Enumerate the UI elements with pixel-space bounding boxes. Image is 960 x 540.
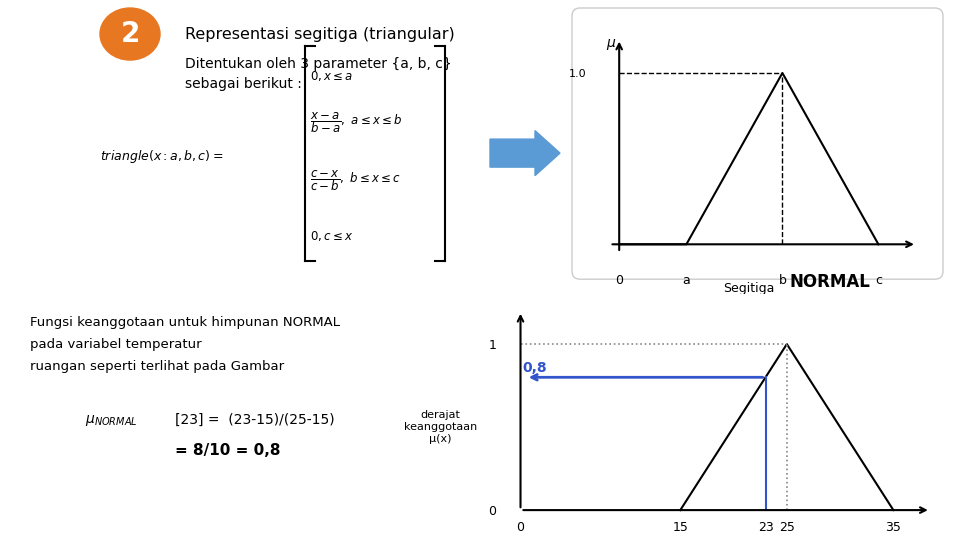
Text: sebagai berikut :: sebagai berikut :	[185, 77, 301, 91]
Text: Segitiga: Segitiga	[723, 282, 775, 295]
FancyArrow shape	[490, 131, 560, 176]
Text: $\mu$: $\mu$	[607, 37, 616, 52]
Text: $\mathit{triangle(x:a,b,c)=}$: $\mathit{triangle(x:a,b,c)=}$	[100, 147, 224, 165]
Text: [23] =  (23-15)/(25-15): [23] = (23-15)/(25-15)	[175, 413, 335, 427]
Text: ruangan seperti terlihat pada Gambar: ruangan seperti terlihat pada Gambar	[30, 360, 284, 373]
Text: $\mu_{NORMAL}$: $\mu_{NORMAL}$	[85, 413, 137, 428]
FancyBboxPatch shape	[572, 8, 943, 279]
Ellipse shape	[100, 8, 160, 60]
Text: $0, c \leq x$: $0, c \leq x$	[310, 229, 353, 243]
Text: Fungsi keanggotaan untuk himpunan NORMAL: Fungsi keanggotaan untuk himpunan NORMAL	[30, 316, 340, 329]
Text: $\dfrac{c-x}{c-b},\ b \leq x \leq c$: $\dfrac{c-x}{c-b},\ b \leq x \leq c$	[310, 169, 401, 193]
Text: derajat
keanggotaan
μ(x): derajat keanggotaan μ(x)	[404, 410, 477, 444]
Text: 2: 2	[120, 20, 140, 48]
Text: $0, x \leq a$: $0, x \leq a$	[310, 69, 353, 83]
Text: 0,8: 0,8	[522, 361, 547, 375]
Text: $\dfrac{x-a}{b-a},\ a \leq x \leq b$: $\dfrac{x-a}{b-a},\ a \leq x \leq b$	[310, 111, 402, 136]
Text: Representasi segitiga (triangular): Representasi segitiga (triangular)	[185, 26, 455, 42]
Text: NORMAL: NORMAL	[790, 273, 871, 292]
Text: pada variabel temperatur: pada variabel temperatur	[30, 338, 202, 350]
Text: = 8/10 = 0,8: = 8/10 = 0,8	[175, 443, 280, 457]
Text: Ditentukan oleh 3 parameter {a, b, c}: Ditentukan oleh 3 parameter {a, b, c}	[185, 57, 452, 71]
